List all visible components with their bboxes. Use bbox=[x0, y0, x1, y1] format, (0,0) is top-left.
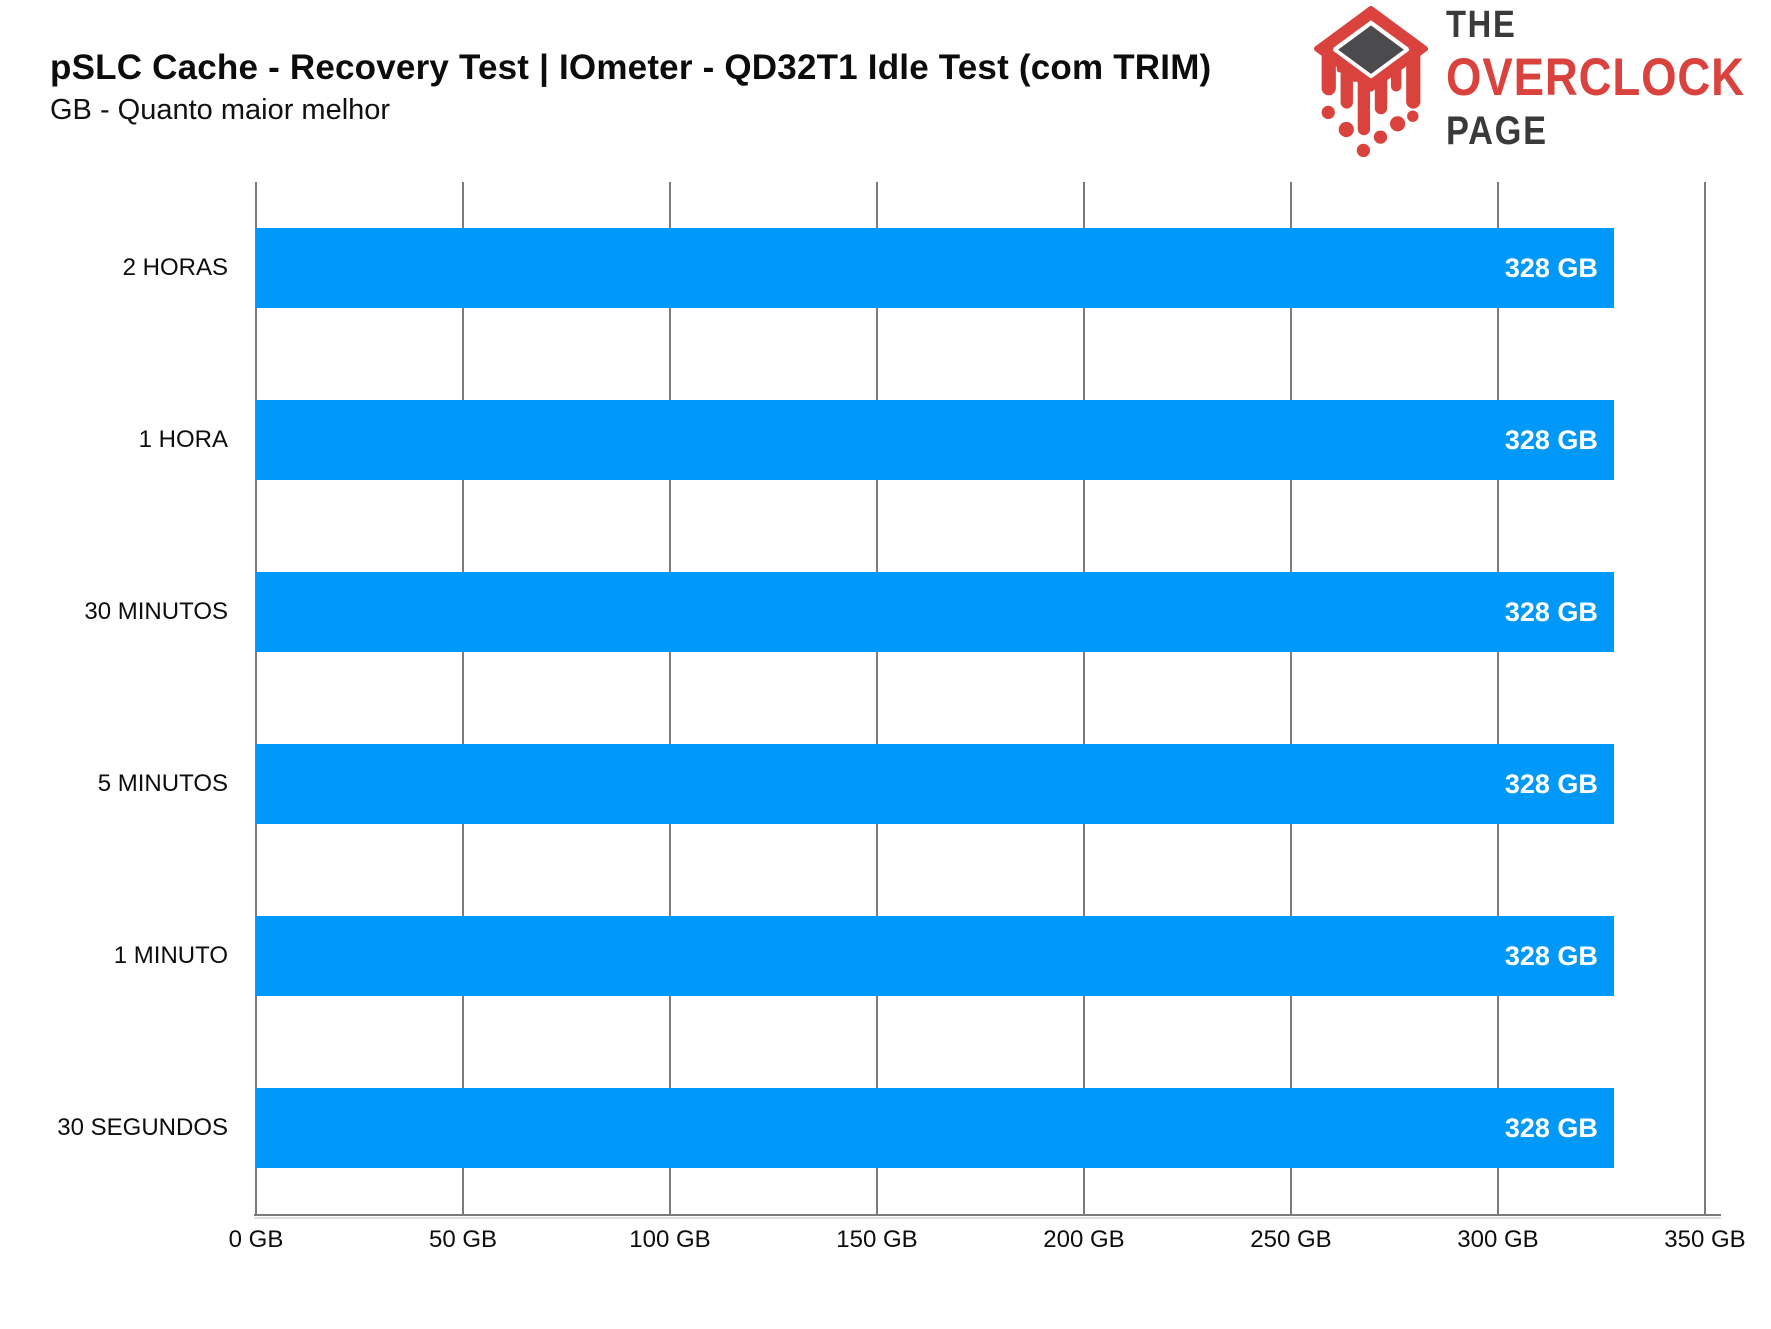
x-axis-line bbox=[254, 1214, 1721, 1216]
x-tick-label: 350 GB bbox=[1664, 1226, 1746, 1253]
bar-row: 2 HORAS 328 GB bbox=[123, 182, 1705, 354]
logo-line-overclock: OVERCLOCK bbox=[1446, 48, 1745, 107]
x-tick-label: 200 GB bbox=[1043, 1226, 1125, 1253]
bar: 328 GB bbox=[256, 744, 1614, 824]
logo-text: THE OVERCLOCK PAGE bbox=[1446, 6, 1745, 151]
category-label: 5 MINUTOS bbox=[97, 770, 228, 797]
x-tick-label: 250 GB bbox=[1250, 1226, 1332, 1253]
gridline bbox=[669, 182, 671, 1214]
category-label: 2 HORAS bbox=[122, 254, 228, 281]
gridline bbox=[1704, 182, 1706, 1214]
chart-subtitle: GB - Quanto maior melhor bbox=[50, 94, 391, 126]
bar: 328 GB bbox=[256, 916, 1614, 996]
category-label: 1 MINUTO bbox=[113, 942, 228, 969]
category-label: 30 SEGUNDOS bbox=[57, 1114, 228, 1141]
bar: 328 GB bbox=[256, 228, 1614, 308]
gridline bbox=[876, 182, 878, 1214]
x-tick-label: 100 GB bbox=[629, 1226, 711, 1253]
bar-value-label: 328 GB bbox=[1504, 596, 1598, 627]
bar: 328 GB bbox=[256, 400, 1614, 480]
dripping-chip-icon bbox=[1314, 6, 1428, 158]
bar-value-label: 328 GB bbox=[1504, 252, 1598, 283]
plot-area: 2 HORAS 328 GB 1 HORA 328 GB 30 MINUTOS 328 G… bbox=[57, 182, 1721, 1216]
bar: 328 GB bbox=[256, 572, 1614, 652]
bar-row: 1 MINUTO 328 GB bbox=[114, 870, 1705, 1042]
logo-line-the: THE bbox=[1446, 4, 1517, 46]
overclock-page-logo: THE OVERCLOCK PAGE bbox=[1312, 6, 1771, 158]
x-tick-label: 50 GB bbox=[428, 1226, 498, 1253]
bar-value-label: 328 GB bbox=[1504, 768, 1598, 799]
x-tick-label: 0 GB bbox=[228, 1226, 284, 1253]
bar-value-label: 328 GB bbox=[1504, 424, 1598, 455]
bar-value-label: 328 GB bbox=[1504, 1112, 1598, 1143]
chart-title: pSLC Cache - Recovery Test | IOmeter - Q… bbox=[50, 48, 1212, 87]
gridline bbox=[1290, 182, 1292, 1214]
gridline bbox=[462, 182, 464, 1214]
bar: 328 GB bbox=[256, 1088, 1614, 1168]
bar-row: 5 MINUTOS 328 GB bbox=[98, 698, 1705, 870]
bar-row: 30 SEGUNDOS 328 GB bbox=[57, 1042, 1705, 1214]
x-tick-label: 150 GB bbox=[836, 1226, 918, 1253]
gridline bbox=[1497, 182, 1499, 1214]
bar-row: 1 HORA 328 GB bbox=[139, 354, 1705, 526]
gridline bbox=[1083, 182, 1085, 1214]
category-label: 30 MINUTOS bbox=[84, 598, 228, 625]
logo-line-page: PAGE bbox=[1446, 109, 1548, 153]
bar-value-label: 328 GB bbox=[1504, 940, 1598, 971]
bar-row: 30 MINUTOS 328 GB bbox=[84, 526, 1705, 698]
x-tick-label: 300 GB bbox=[1457, 1226, 1539, 1253]
gridline bbox=[255, 182, 257, 1214]
category-label: 1 HORA bbox=[138, 426, 228, 453]
x-axis: 0 GB 50 GB 100 GB 150 GB 200 GB 250 GB 300 GB 3… bbox=[229, 1226, 1746, 1266]
